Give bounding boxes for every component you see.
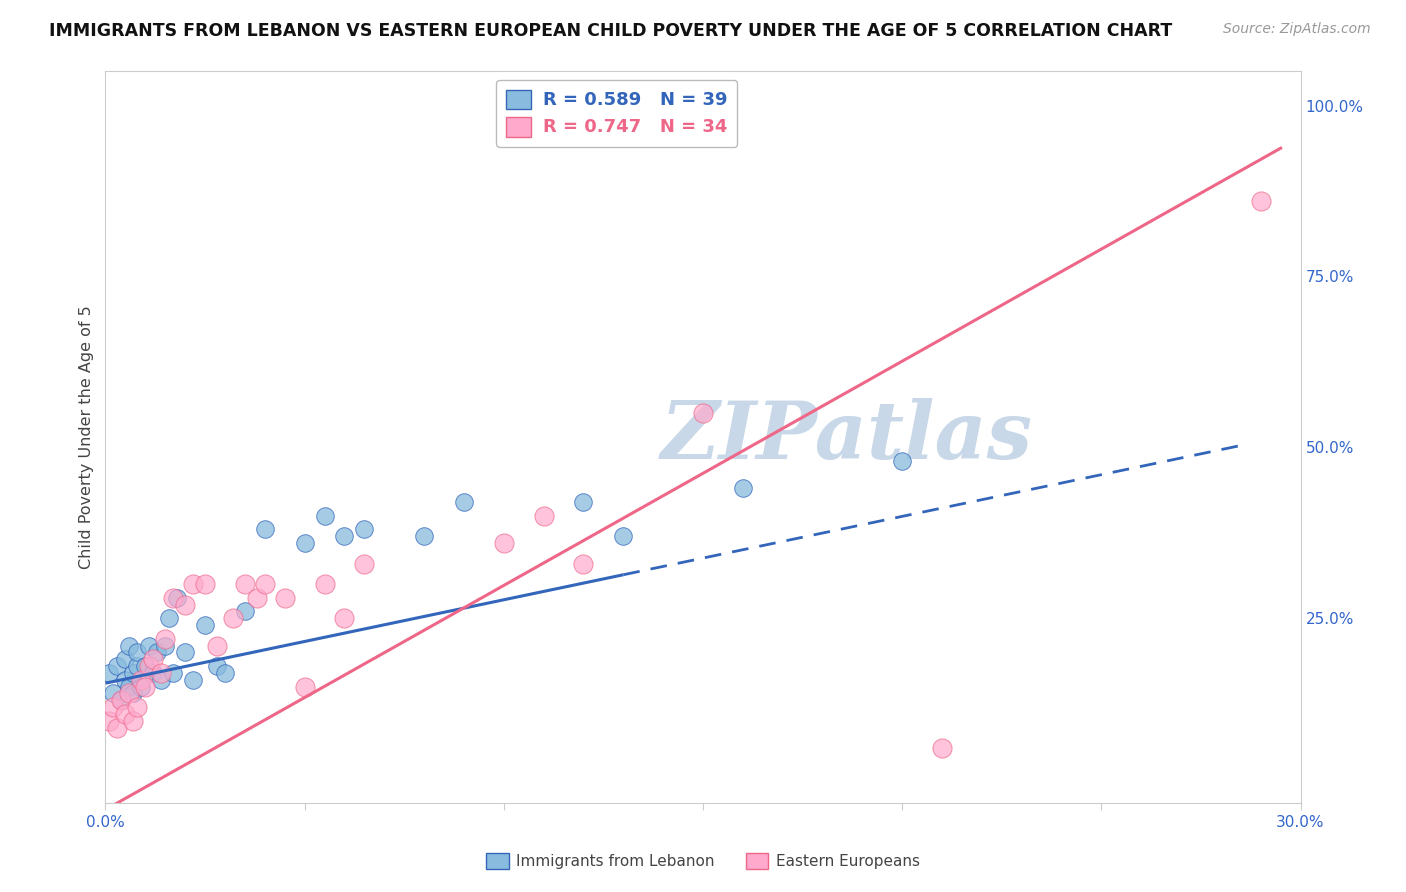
Point [127, 659, 149, 673]
Point [333, 529, 356, 543]
Legend: R = 0.589   N = 39, R = 0.747   N = 34: R = 0.589 N = 39, R = 0.747 N = 34 [496, 79, 737, 146]
Point [572, 495, 595, 509]
Point [134, 680, 156, 694]
Point [205, 639, 228, 653]
Point [222, 611, 245, 625]
Point [233, 577, 256, 591]
Point [114, 706, 136, 721]
Point [612, 529, 634, 543]
Point [134, 659, 156, 673]
Point [129, 680, 153, 694]
Point [122, 714, 145, 728]
Point [572, 557, 595, 571]
Point [110, 693, 132, 707]
Text: IMMIGRANTS FROM LEBANON VS EASTERN EUROPEAN CHILD POVERTY UNDER THE AGE OF 5 COR: IMMIGRANTS FROM LEBANON VS EASTERN EUROP… [49, 22, 1173, 40]
Point [314, 577, 336, 591]
Point [174, 598, 197, 612]
Point [127, 700, 149, 714]
Point [142, 652, 165, 666]
Point [122, 686, 145, 700]
Point [253, 577, 276, 591]
Text: ZIPatlas: ZIPatlas [661, 399, 1032, 475]
Point [153, 632, 177, 646]
Point [891, 454, 914, 468]
Point [166, 591, 188, 605]
Point [314, 508, 336, 523]
Point [150, 673, 173, 687]
Point [492, 536, 515, 550]
Point [98, 665, 121, 680]
Point [162, 591, 184, 605]
Point [214, 665, 236, 680]
Point [110, 693, 132, 707]
Point [194, 618, 217, 632]
Point [353, 522, 375, 536]
Point [138, 659, 160, 673]
Point [138, 639, 160, 653]
Point [118, 680, 141, 694]
Point [107, 659, 129, 673]
Point [174, 645, 197, 659]
Point [246, 591, 269, 605]
Point [273, 591, 295, 605]
Point [107, 721, 129, 735]
Point [294, 536, 316, 550]
Y-axis label: Child Poverty Under the Age of 5: Child Poverty Under the Age of 5 [79, 305, 94, 569]
Point [931, 741, 953, 756]
Point [731, 481, 754, 495]
Point [294, 680, 316, 694]
Point [98, 714, 121, 728]
Point [122, 665, 145, 680]
Point [533, 508, 555, 523]
Point [333, 611, 356, 625]
Point [129, 673, 153, 687]
Text: Source: ZipAtlas.com: Source: ZipAtlas.com [1223, 22, 1371, 37]
Point [114, 652, 136, 666]
Point [413, 529, 436, 543]
Point [142, 665, 165, 680]
Point [253, 522, 276, 536]
Point [127, 645, 149, 659]
Point [118, 639, 141, 653]
Point [453, 495, 475, 509]
Point [103, 686, 125, 700]
Point [103, 700, 125, 714]
Point [157, 611, 180, 625]
Point [233, 604, 256, 618]
Legend: Immigrants from Lebanon, Eastern Europeans: Immigrants from Lebanon, Eastern Europea… [479, 847, 927, 875]
Point [194, 577, 217, 591]
Point [114, 673, 136, 687]
Point [1250, 194, 1272, 209]
Point [692, 406, 714, 420]
Point [181, 577, 204, 591]
Point [205, 659, 228, 673]
Point [181, 673, 204, 687]
Point [353, 557, 375, 571]
Point [150, 665, 173, 680]
Point [162, 665, 184, 680]
Point [146, 645, 169, 659]
Point [118, 686, 141, 700]
Point [153, 639, 177, 653]
